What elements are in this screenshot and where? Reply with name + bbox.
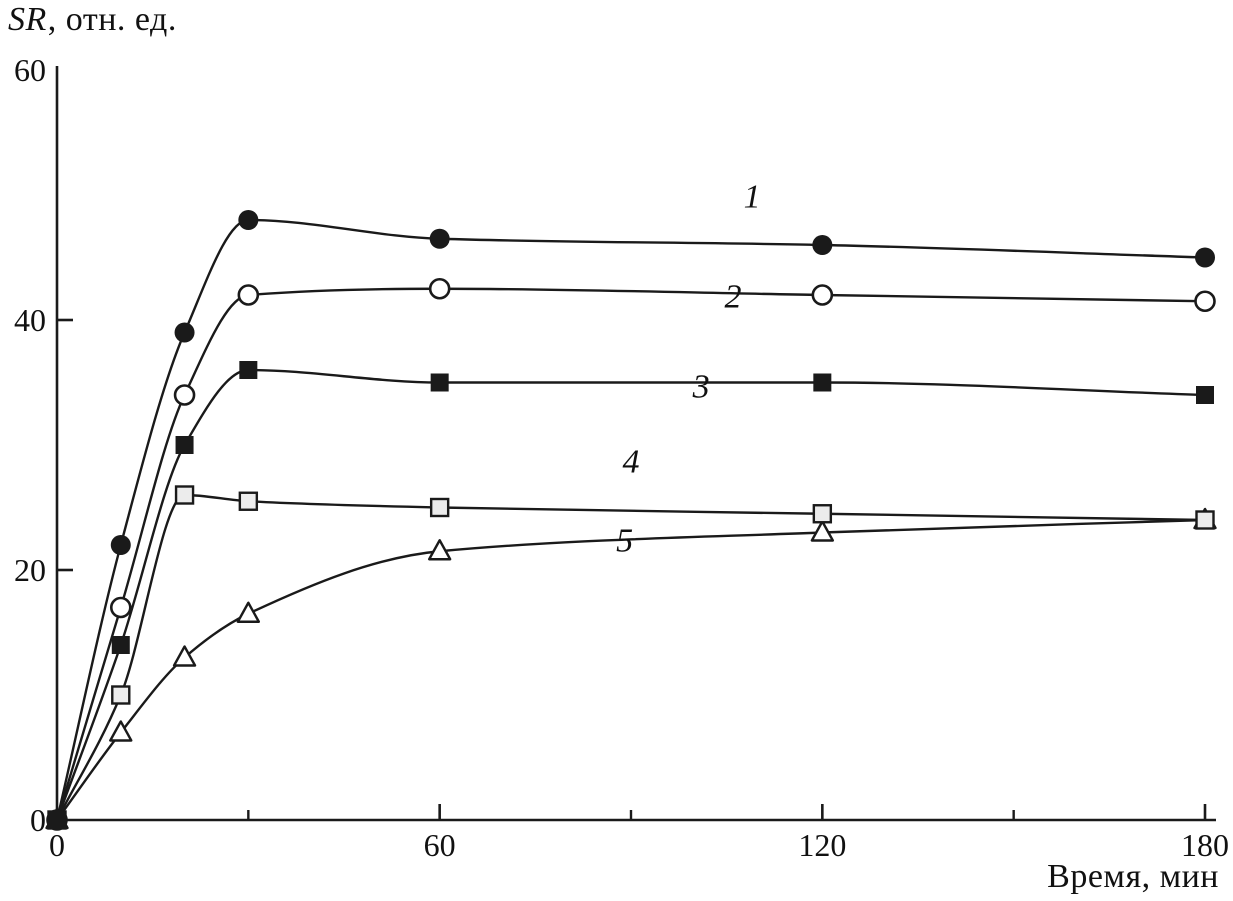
x-tick-label: 0: [49, 827, 65, 863]
y-tick-label: 0: [30, 802, 46, 838]
series-3-marker: [111, 636, 130, 654]
series-3-marker: [430, 373, 449, 392]
x-tick-label: 180: [1181, 827, 1229, 863]
series-1-marker: [812, 235, 833, 255]
series-3-marker: [175, 436, 194, 454]
series-4-line: [55, 493, 1206, 821]
series-2-label: 2: [725, 279, 742, 316]
series-3-marker: [813, 373, 832, 392]
series-1-marker: [47, 810, 67, 830]
y-tick-label: 40: [14, 302, 46, 338]
series-4-marker: [1195, 510, 1215, 530]
y-axis-title-symbol: SR: [8, 1, 47, 38]
y-axis-title: SR, отн. ед.: [8, 0, 177, 40]
y-tick-label: 60: [14, 52, 46, 88]
series-1-label: 1: [744, 179, 761, 216]
series-1-marker: [1195, 247, 1215, 268]
series-5-marker: [236, 601, 261, 623]
series-2-marker: [428, 277, 451, 300]
series-4-marker: [174, 485, 195, 505]
series-4-marker: [111, 685, 131, 705]
series-3-marker: [1196, 386, 1214, 404]
series-5-label: 5: [616, 522, 633, 559]
series-1-marker: [429, 228, 450, 249]
series-5-marker: [109, 720, 133, 742]
series-2-marker: [811, 284, 834, 306]
series-1-marker: [110, 535, 131, 555]
series-3-line: [55, 368, 1206, 821]
series-1-marker: [174, 322, 195, 343]
series-1-marker: [238, 210, 259, 230]
series-2-marker: [237, 284, 260, 306]
series-3-marker: [239, 361, 258, 379]
series-5-marker: [172, 645, 197, 667]
y-tick-label: 20: [14, 552, 46, 588]
y-axis-title-units: , отн. ед.: [47, 1, 177, 38]
series-4-marker: [429, 497, 450, 518]
series-2-marker: [109, 596, 132, 619]
series-4-label: 4: [623, 444, 640, 481]
series-2-marker: [173, 384, 196, 406]
series-4-marker: [812, 504, 833, 524]
series-2-marker: [1194, 290, 1216, 313]
x-tick-label: 60: [424, 827, 456, 863]
series-4-marker: [238, 491, 259, 511]
series-5-marker: [427, 539, 452, 561]
series-5-marker: [810, 520, 835, 542]
x-axis-title: Время, мин: [1047, 858, 1219, 895]
series-3-label: 3: [692, 369, 710, 406]
x-tick-label: 120: [798, 827, 846, 863]
series-5-line: [56, 518, 1206, 821]
